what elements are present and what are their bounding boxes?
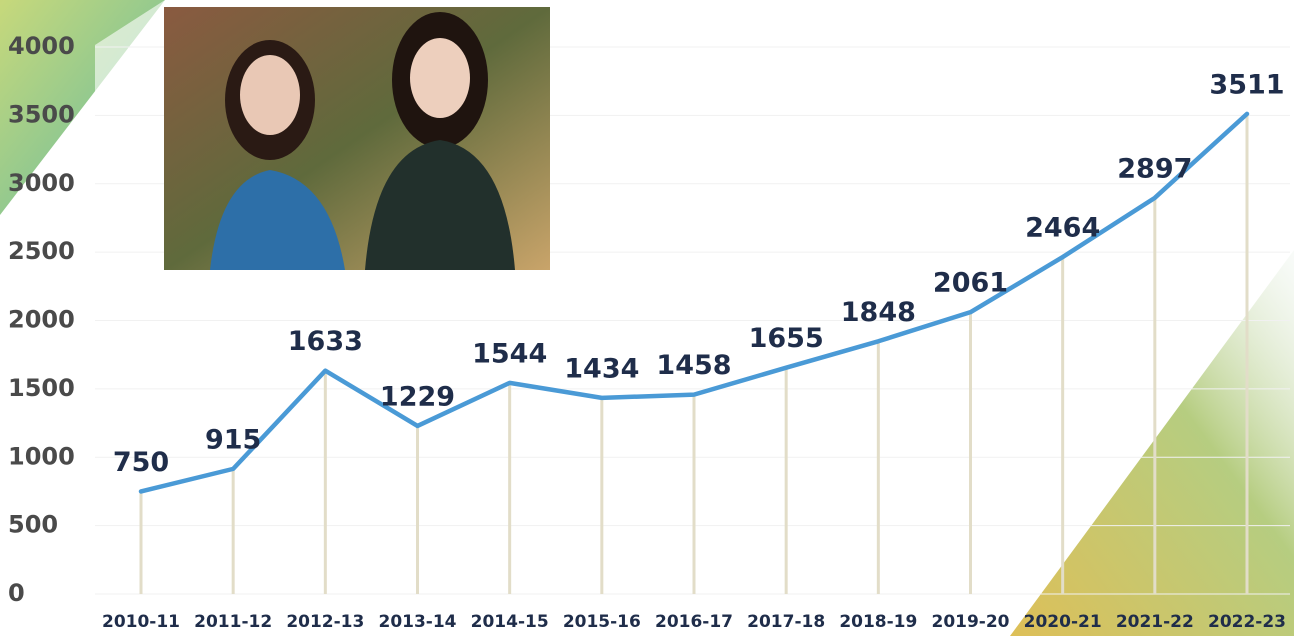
value-label: 3511 [1209,69,1284,100]
y-tick-label: 1000 [8,442,75,470]
y-tick-label: 1500 [8,374,75,402]
y-tick-label: 3500 [8,100,75,128]
value-label: 1633 [288,326,363,357]
x-tick-label: 2018-19 [839,612,917,632]
photo-person [240,55,300,135]
x-tick-label: 2016-17 [655,612,733,632]
photo [164,7,550,270]
x-tick-label: 2015-16 [563,612,641,632]
photo-person [410,38,470,118]
value-label: 2061 [933,268,1008,299]
x-tick-label: 2022-23 [1208,612,1286,632]
x-tick-label: 2011-12 [194,612,272,632]
x-tick-label: 2019-20 [931,612,1009,632]
value-label: 1544 [472,338,547,369]
y-tick-label: 500 [8,511,58,539]
y-tick-label: 0 [8,579,25,607]
y-tick-label: 2000 [8,306,75,334]
x-tick-label: 2010-11 [102,612,180,632]
chart: 0 500 1000 1500 2000 2500 3000 3500 4000 2010-11 2… [0,0,1294,636]
value-label: 2897 [1117,153,1192,184]
value-label: 750 [113,447,169,478]
y-tick-label: 3000 [8,169,75,197]
decoration [1010,250,1294,636]
value-label: 1848 [841,297,916,328]
x-tick-label: 2014-15 [471,612,549,632]
x-tick-label: 2020-21 [1024,612,1102,632]
value-label: 1229 [380,381,455,412]
x-tick-label: 2013-14 [378,612,456,632]
page: 0 500 1000 1500 2000 2500 3000 3500 4000 2010-11 2… [0,0,1294,636]
x-tick-label: 2017-18 [747,612,825,632]
value-label: 1458 [656,350,731,381]
value-label: 915 [205,424,261,455]
value-label: 1655 [749,323,824,354]
value-label: 1434 [564,353,639,384]
y-tick-label: 2500 [8,237,75,265]
y-tick-label: 4000 [8,32,75,60]
x-tick-label: 2012-13 [286,612,364,632]
x-tick-label: 2021-22 [1116,612,1194,632]
value-label: 2464 [1025,213,1100,244]
